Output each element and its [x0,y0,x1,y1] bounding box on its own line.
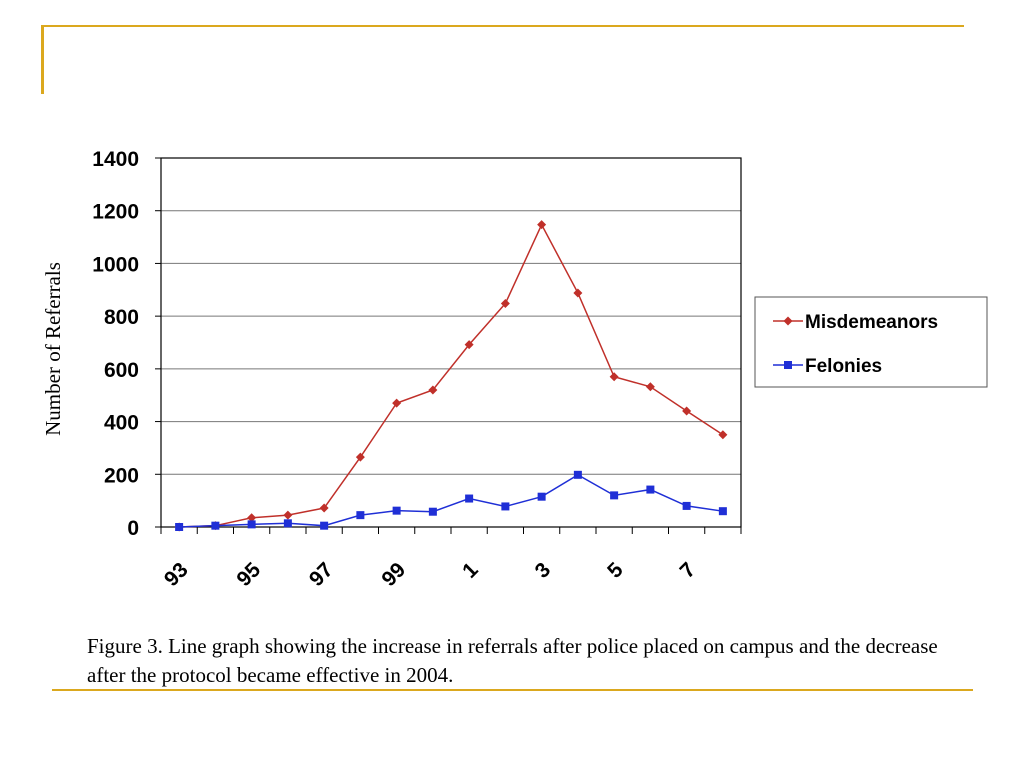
legend-box [754,296,988,388]
legend: Misdemeanors Felonies [754,296,988,388]
data-point [247,520,256,529]
data-point [610,491,619,500]
data-point [718,507,727,516]
data-point [573,288,583,298]
data-point [573,470,582,479]
y-tick-label: 800 [104,306,139,329]
data-point [356,511,365,520]
decorative-bottom-rule [52,689,973,691]
data-point [465,494,474,503]
y-tick-label: 1000 [92,253,139,276]
x-tick-label: 97 [305,558,338,591]
y-axis-ticks: 0 200 400 600 800 1000 1200 1400 [92,148,161,540]
decorative-top-rule [42,25,964,27]
data-point [645,382,655,392]
x-tick-label: 99 [377,558,410,591]
series-line-felonies [179,473,723,528]
data-point [320,521,329,530]
legend-entry-felonies: Felonies [805,356,882,377]
series-group [174,220,728,532]
data-point [537,220,547,230]
y-tick-label: 1400 [92,148,139,171]
y-tick-label: 0 [127,517,139,540]
x-tick-label: 1 [458,558,483,583]
x-axis-ticks: 93 95 97 99 1 3 5 7 [160,527,742,591]
data-point [682,406,692,416]
series-misdemeanors [174,220,728,532]
data-point [319,503,329,513]
data-point [428,507,437,516]
data-point [247,513,257,523]
data-point [392,398,402,408]
decorative-left-rule [41,25,44,94]
y-tick-label: 600 [104,359,139,382]
line-chart: 0 200 400 600 800 1000 1200 1400 93 95 97 99 1 3 5 7 N… [41,148,988,591]
data-point [609,372,619,382]
data-point [211,521,220,530]
data-point [718,430,728,440]
data-point [283,519,292,528]
data-point [646,485,655,494]
data-point [428,385,438,395]
data-point [501,502,510,511]
legend-marker [784,361,792,369]
legend-marker [783,316,793,326]
x-tick-label: 3 [531,558,556,583]
y-axis-label: Number of Referrals [41,262,65,436]
data-point [464,340,474,350]
legend-entry-misdemeanors: Misdemeanors [805,312,938,333]
data-point [175,523,184,531]
data-point [283,510,293,520]
grid-lines [161,210,741,475]
y-tick-label: 1200 [92,201,139,224]
series-felonies [175,470,727,531]
x-tick-label: 95 [232,558,265,591]
data-point [500,298,510,308]
data-point [682,501,691,510]
y-tick-label: 200 [104,464,139,487]
data-point [537,492,546,501]
figure-caption: Figure 3. Line graph showing the increas… [87,634,938,687]
plot-area-frame [160,157,742,528]
data-point [355,452,365,462]
x-tick-label: 93 [160,558,193,591]
series-line-misdemeanors [179,222,724,528]
y-tick-label: 400 [104,412,139,435]
x-tick-label: 5 [603,558,628,583]
x-tick-label: 7 [676,558,701,583]
data-point [392,506,401,515]
